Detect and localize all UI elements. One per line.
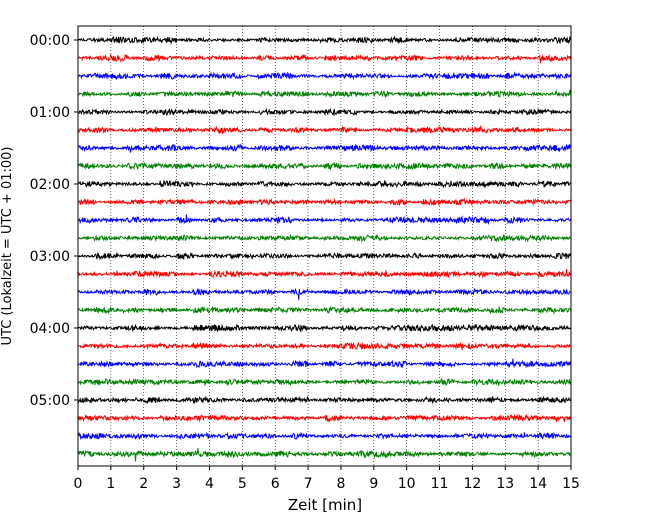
y-axis-label: UTC (Lokalzeit = UTC + 01:00) — [0, 147, 15, 346]
y-tick-label-03:00: 03:00 — [30, 249, 70, 265]
x-tick-label-11: 11 — [431, 476, 449, 492]
trace-series-group — [77, 35, 572, 462]
trace-0245 — [77, 233, 572, 243]
trace-0530 — [77, 431, 572, 441]
x-tick-label-8: 8 — [336, 476, 345, 492]
trace-0500 — [77, 395, 572, 405]
y-tick-label-02:00: 02:00 — [30, 177, 70, 193]
grid — [110, 26, 539, 466]
trace-0330 — [77, 287, 572, 300]
y-axis-ticks: 00:00 01:00 02:00 03:00 04:00 05:00 — [30, 33, 78, 409]
y-tick-label-04:00: 04:00 — [30, 321, 70, 337]
plot-frame — [77, 25, 572, 467]
trace-0315 — [77, 268, 572, 279]
trace-0230 — [77, 214, 572, 225]
x-axis-ticks: 0 1 2 3 4 5 6 7 8 9 10 11 12 13 14 15 — [74, 466, 580, 492]
x-tick-label-6: 6 — [271, 476, 280, 492]
x-tick-label-3: 3 — [172, 476, 181, 492]
trace-0215 — [77, 197, 572, 207]
x-tick-label-13: 13 — [496, 476, 514, 492]
x-tick-label-0: 0 — [74, 476, 83, 492]
x-tick-label-15: 15 — [562, 476, 580, 492]
trace-0045 — [77, 89, 572, 99]
x-axis-label: Zeit [min] — [288, 496, 362, 514]
trace-0200 — [77, 179, 572, 189]
trace-0515 — [77, 413, 572, 423]
x-tick-label-2: 2 — [139, 476, 148, 492]
trace-0345 — [77, 305, 572, 315]
trace-0400 — [77, 323, 572, 333]
trace-0015 — [77, 53, 572, 64]
x-tick-label-10: 10 — [398, 476, 416, 492]
y-tick-label-05:00: 05:00 — [30, 393, 70, 409]
x-tick-label-9: 9 — [369, 476, 378, 492]
x-tick-label-14: 14 — [529, 476, 547, 492]
y-tick-label-01:00: 01:00 — [30, 105, 70, 121]
x-tick-label-1: 1 — [106, 476, 115, 492]
x-tick-label-4: 4 — [205, 476, 214, 492]
trace-0415 — [77, 341, 572, 351]
trace-0145 — [77, 161, 572, 171]
trace-0030 — [77, 71, 572, 81]
x-tick-label-12: 12 — [463, 476, 481, 492]
trace-0130 — [77, 143, 572, 153]
trace-0000 — [77, 35, 572, 45]
x-tick-label-7: 7 — [304, 476, 313, 492]
trace-0300 — [77, 251, 572, 260]
y-tick-label-00:00: 00:00 — [30, 33, 70, 49]
x-tick-label-5: 5 — [238, 476, 247, 492]
trace-0430 — [77, 358, 572, 369]
trace-0545 — [77, 447, 572, 462]
trace-0115 — [77, 124, 572, 135]
trace-0100 — [77, 107, 572, 117]
trace-0445 — [77, 377, 572, 387]
